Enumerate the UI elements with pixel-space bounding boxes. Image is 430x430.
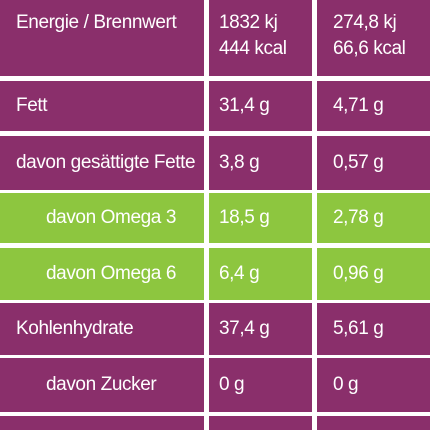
- row-gesaettigte-fette-label: davon gesättigte Fette: [0, 136, 204, 190]
- nutrient-value: 37,4 g: [219, 318, 270, 339]
- nutrient-label: davon Omega 6: [46, 263, 176, 284]
- row-gesaettigte-fette-value-portion: 0,57 g: [317, 136, 430, 190]
- row-omega-6-value-portion: 0,96 g: [317, 248, 430, 300]
- row-fett-label: Fett: [0, 81, 204, 131]
- row-energie-label: Energie / Brennwert: [0, 0, 204, 76]
- row-omega-3-label: davon Omega 3: [0, 193, 204, 243]
- nutrient-value: 6,4 g: [219, 263, 260, 284]
- energy-kcal-value: 66,6 kcal: [333, 38, 406, 59]
- nutrient-value: 0 g: [333, 374, 359, 395]
- energy-kj-value: 1832 kj: [219, 12, 278, 33]
- nutrient-label: Energie / Brennwert: [16, 12, 177, 33]
- nutrient-label: davon Omega 3: [46, 207, 176, 228]
- row-zucker-value-portion: 0 g: [317, 358, 430, 412]
- nutrient-value: 2,78 g: [333, 207, 384, 228]
- nutrient-value: 4,71 g: [333, 95, 384, 116]
- row-fett-value-100g: 31,4 g: [209, 81, 312, 131]
- nutrient-value: 5,61 g: [333, 318, 384, 339]
- row-kohlenhydrate-label: Kohlenhydrate: [0, 303, 204, 355]
- row-fett-value-portion: 4,71 g: [317, 81, 430, 131]
- nutrient-label: Fett: [16, 95, 48, 116]
- row-omega-6-value-100g: 6,4 g: [209, 248, 312, 300]
- nutrient-value: 0,96 g: [333, 263, 384, 284]
- row-zucker-value-100g: 0 g: [209, 358, 312, 412]
- row-partial-value-portion: [317, 416, 430, 430]
- nutrient-label: davon gesättigte Fette: [16, 152, 196, 173]
- row-partial-label: [0, 416, 204, 430]
- nutrient-label: Kohlenhydrate: [16, 318, 134, 339]
- energy-kcal-value: 444 kcal: [219, 38, 287, 59]
- nutrient-value: 18,5 g: [219, 207, 270, 228]
- row-gesaettigte-fette-value-100g: 3,8 g: [209, 136, 312, 190]
- row-zucker-label: davon Zucker: [0, 358, 204, 412]
- row-kohlenhydrate-value-100g: 37,4 g: [209, 303, 312, 355]
- row-energie-value-portion: 274,8 kj 66,6 kcal: [317, 0, 430, 76]
- energy-kj-value: 274,8 kj: [333, 12, 397, 33]
- row-energie-value-100g: 1832 kj 444 kcal: [209, 0, 312, 76]
- row-partial-value-100g: [209, 416, 312, 430]
- row-omega-6-label: davon Omega 6: [0, 248, 204, 300]
- row-omega-3-value-portion: 2,78 g: [317, 193, 430, 243]
- nutrient-value: 0 g: [219, 374, 245, 395]
- nutrient-label: davon Zucker: [46, 374, 157, 395]
- nutrient-value: 3,8 g: [219, 152, 260, 173]
- row-omega-3-value-100g: 18,5 g: [209, 193, 312, 243]
- nutrient-value: 0,57 g: [333, 152, 384, 173]
- nutrient-value: 31,4 g: [219, 95, 270, 116]
- row-kohlenhydrate-value-portion: 5,61 g: [317, 303, 430, 355]
